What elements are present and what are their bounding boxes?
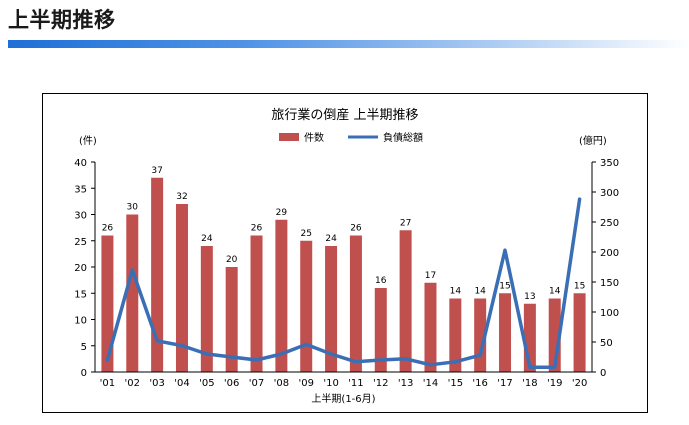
bar xyxy=(325,246,338,372)
y-axis-left-label: (件) xyxy=(79,135,97,147)
x-tick-label: '17 xyxy=(497,378,512,389)
bar-value-label: 15 xyxy=(499,281,510,291)
bar xyxy=(250,235,263,372)
bar-value-label: 20 xyxy=(226,255,238,265)
y-right-tick-label: 100 xyxy=(600,308,619,319)
title-underline-bar xyxy=(8,40,689,48)
x-tick-label: '20 xyxy=(572,378,587,389)
legend-swatch-bars xyxy=(279,133,299,141)
x-tick-label: '14 xyxy=(423,378,438,389)
bar-value-label: 29 xyxy=(276,208,288,218)
bar xyxy=(349,235,362,372)
y-left-tick-label: 0 xyxy=(81,368,87,379)
bar xyxy=(101,235,114,372)
bar-value-label: 27 xyxy=(400,218,411,228)
bar-value-label: 37 xyxy=(151,166,162,176)
bar-value-label: 26 xyxy=(251,224,263,234)
bar-value-label: 24 xyxy=(201,234,213,244)
y-right-tick-label: 0 xyxy=(600,368,606,379)
page-title: 上半期推移 xyxy=(8,8,116,32)
x-tick-label: '12 xyxy=(373,378,388,389)
x-tick-label: '07 xyxy=(249,378,264,389)
y-right-tick-label: 150 xyxy=(600,278,619,289)
bar xyxy=(126,214,139,372)
bar xyxy=(175,204,188,372)
x-tick-label: '18 xyxy=(522,378,537,389)
y-right-tick-label: 250 xyxy=(600,218,619,229)
bar xyxy=(424,282,437,372)
chart-title: 旅行業の倒産 上半期推移 xyxy=(271,107,418,123)
y-right-tick-label: 200 xyxy=(600,248,619,259)
bar-value-label: 14 xyxy=(474,287,486,297)
x-axis-label: 上半期(1-6月) xyxy=(311,392,375,405)
bar-value-label: 24 xyxy=(325,234,337,244)
x-tick-label: '06 xyxy=(224,378,239,389)
x-tick-label: '04 xyxy=(174,378,189,389)
bar-value-label: 14 xyxy=(450,287,462,297)
legend-label-line: 負債総額 xyxy=(383,131,423,144)
x-tick-label: '08 xyxy=(274,378,289,389)
bar-value-label: 26 xyxy=(350,224,362,234)
bar xyxy=(573,293,586,372)
bar-value-label: 30 xyxy=(127,203,139,213)
x-tick-label: '13 xyxy=(398,378,413,389)
bar xyxy=(151,177,164,372)
bar-value-label: 25 xyxy=(300,229,311,239)
bar-value-label: 14 xyxy=(549,287,561,297)
x-tick-label: '15 xyxy=(448,378,463,389)
y-left-tick-label: 5 xyxy=(81,342,87,353)
bar xyxy=(374,288,387,372)
x-tick-label: '05 xyxy=(199,378,214,389)
y-left-tick-label: 20 xyxy=(74,263,87,274)
x-tick-label: '16 xyxy=(472,378,487,389)
y-left-tick-label: 25 xyxy=(74,237,87,248)
x-tick-label: '02 xyxy=(125,378,140,389)
x-tick-label: '19 xyxy=(547,378,562,389)
y-axis-right-label: (億円) xyxy=(579,134,607,147)
y-left-tick-label: 35 xyxy=(74,184,87,195)
x-tick-label: '10 xyxy=(323,378,338,389)
y-right-tick-label: 350 xyxy=(600,158,619,169)
bar-value-label: 17 xyxy=(425,271,436,281)
chart-frame: 旅行業の倒産 上半期推移件数 負債総額 (件) (億円) 0 5 10 15 20 25 30 35 4… xyxy=(42,93,648,413)
bar xyxy=(225,267,238,372)
bar xyxy=(499,293,512,372)
legend-label-bars: 件数 xyxy=(304,131,324,144)
y-right-tick-label: 50 xyxy=(600,338,613,349)
x-tick-label: '11 xyxy=(348,378,363,389)
bar xyxy=(474,298,487,372)
bar xyxy=(399,230,412,372)
bar xyxy=(300,240,313,372)
bar xyxy=(200,246,213,372)
y-left-tick-label: 40 xyxy=(74,158,87,169)
bar-value-label: 32 xyxy=(176,192,187,202)
bar-value-label: 13 xyxy=(524,292,535,302)
y-right-tick-label: 300 xyxy=(600,188,619,199)
bar-value-label: 16 xyxy=(375,276,387,286)
x-tick-label: '09 xyxy=(298,378,313,389)
bar xyxy=(449,298,462,372)
bar-value-label: 26 xyxy=(102,224,114,234)
x-tick-label: '01 xyxy=(100,378,115,389)
bar-value-label: 15 xyxy=(574,281,585,291)
y-left-tick-label: 30 xyxy=(74,211,87,222)
y-left-tick-label: 10 xyxy=(74,316,87,327)
x-tick-label: '03 xyxy=(149,378,164,389)
bar xyxy=(275,219,288,372)
line-series-debt-total xyxy=(105,197,582,369)
y-left-tick-label: 15 xyxy=(74,289,87,300)
